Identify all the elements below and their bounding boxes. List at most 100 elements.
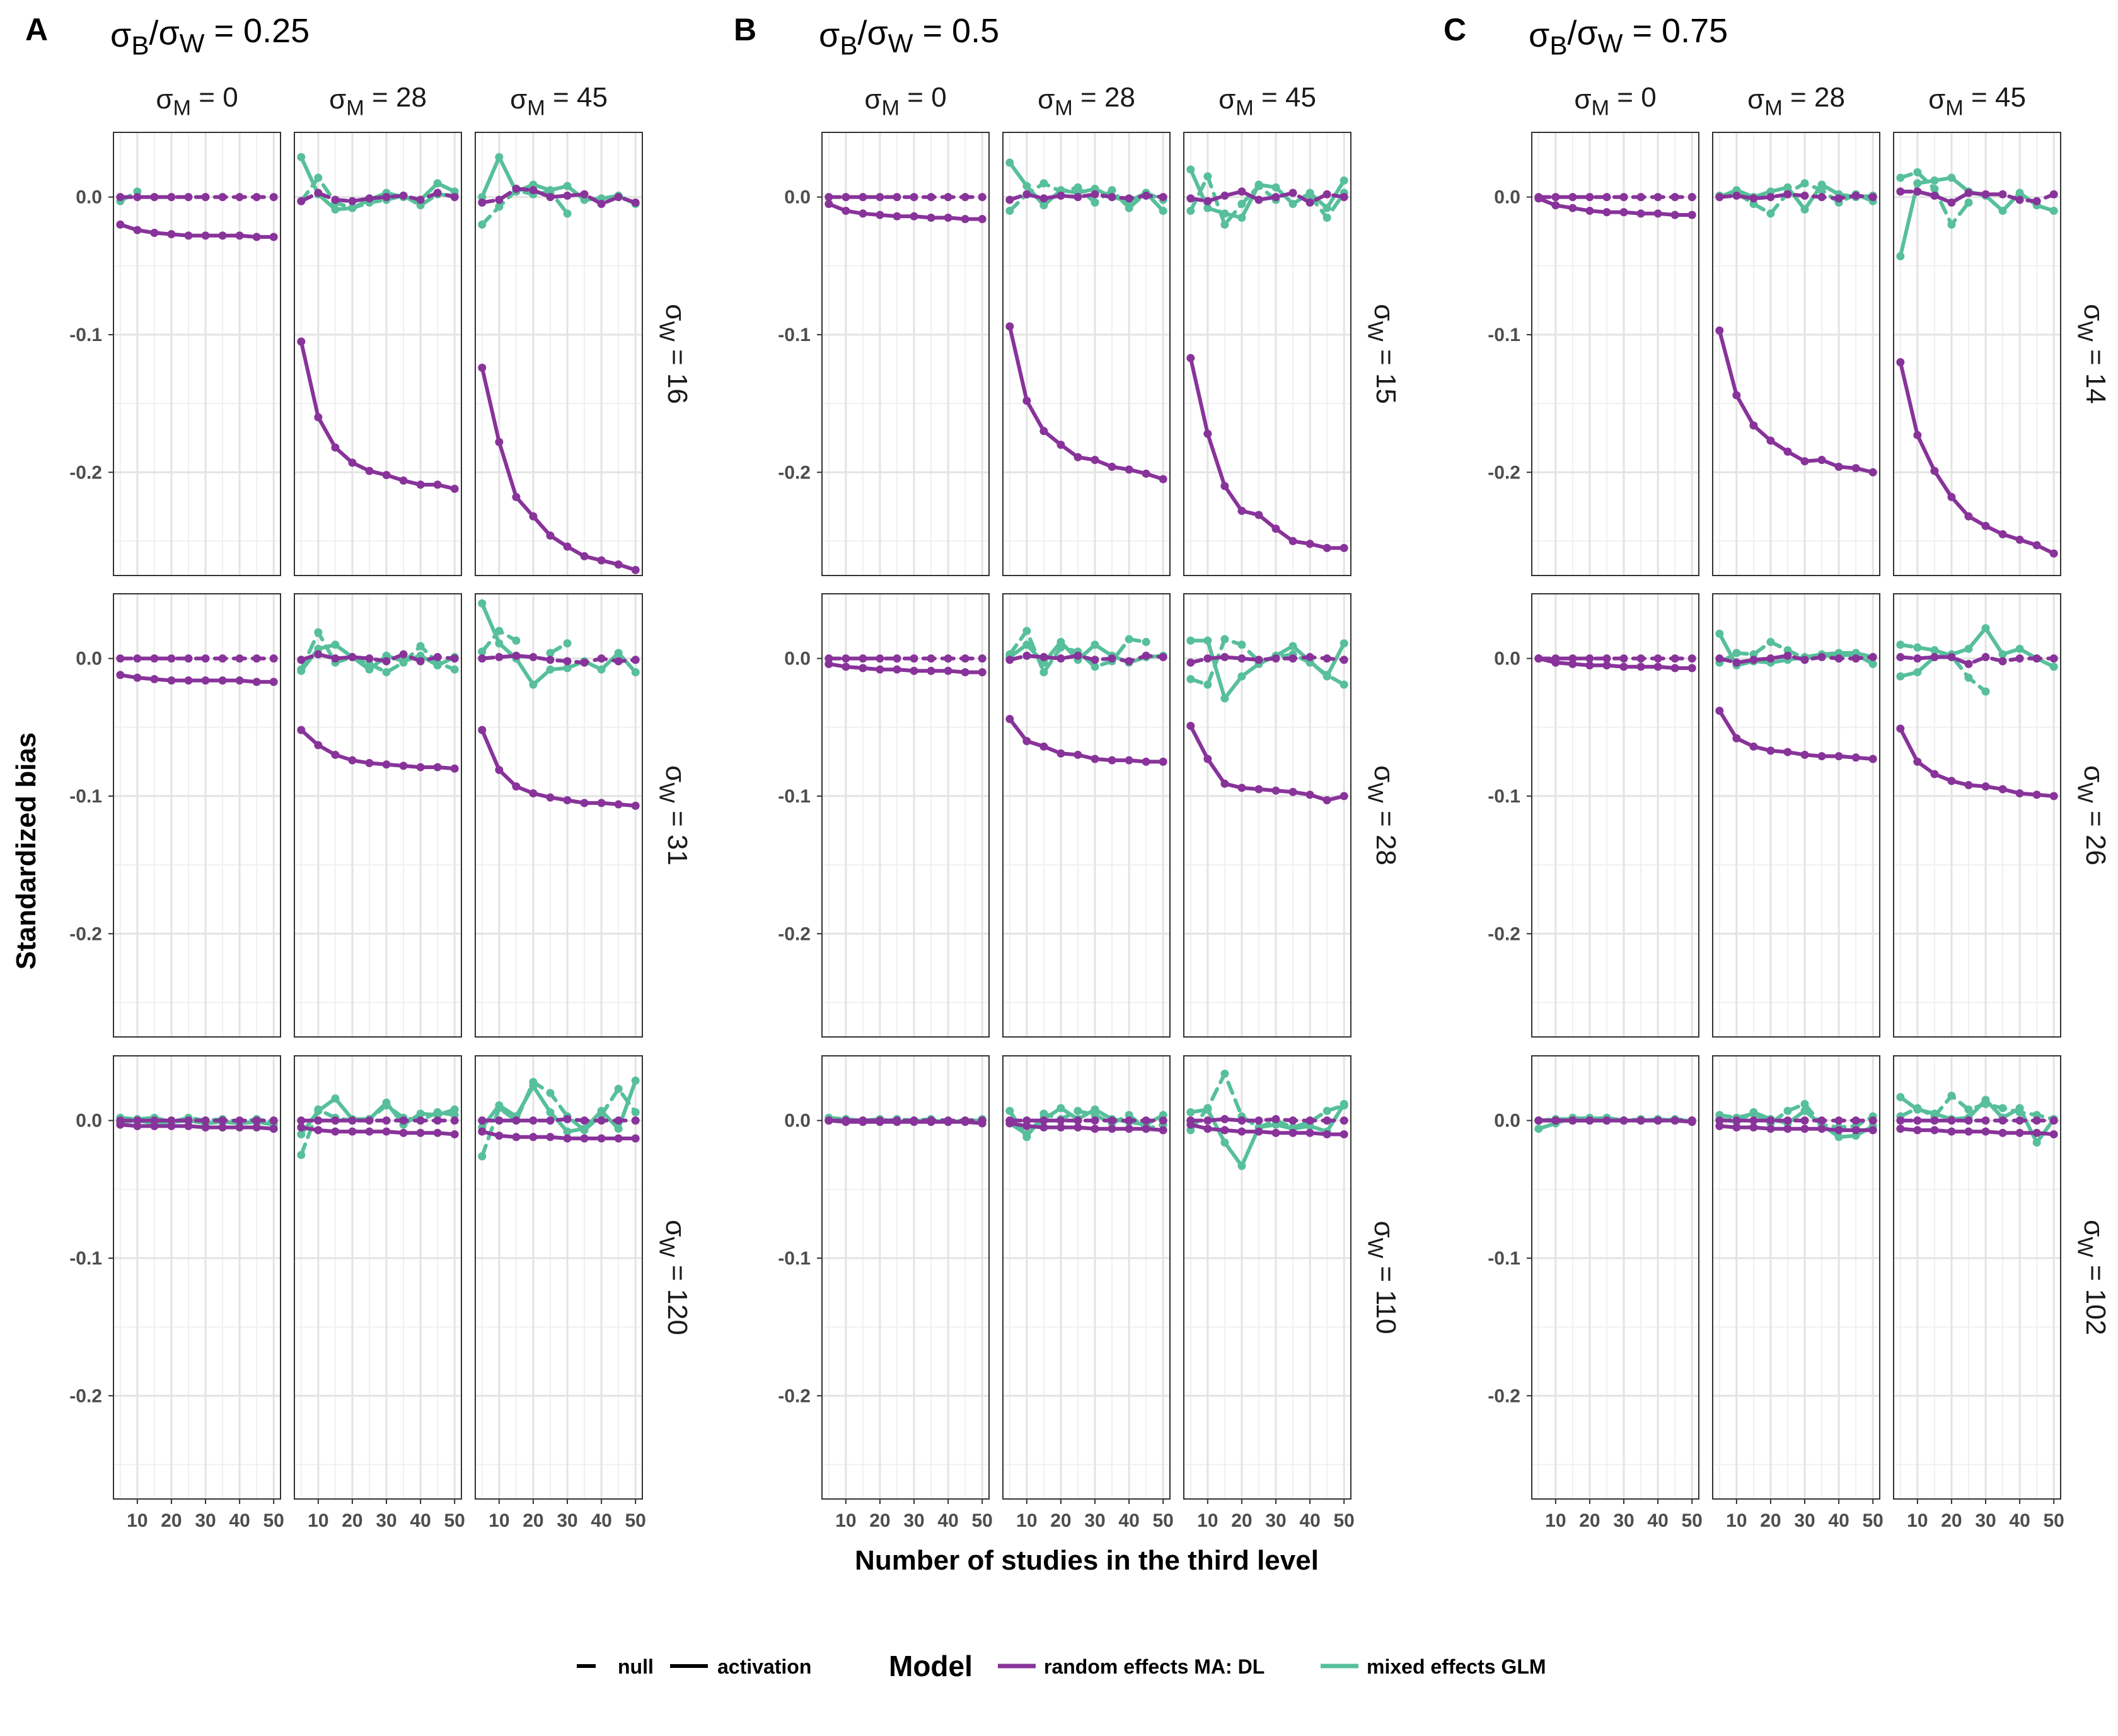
- ma-activation-point: [235, 231, 244, 240]
- ma-null-point: [1834, 194, 1843, 203]
- facet-panel: [1712, 132, 1880, 576]
- ma-activation-line: [1188, 724, 1346, 802]
- label-part: σ: [867, 14, 888, 52]
- ma-activation-point: [825, 200, 833, 209]
- glm-null-point: [1056, 643, 1065, 652]
- ma-activation-point: [859, 664, 867, 673]
- y-tick-label: 0.0: [76, 187, 102, 208]
- x-tick-label: 50: [444, 1510, 465, 1531]
- glm-null-point: [1125, 204, 1133, 212]
- ma-activation-point: [1220, 482, 1229, 490]
- row-strip-label: σW = 26: [2073, 765, 2111, 865]
- label-part: σ: [1369, 765, 1399, 782]
- ma-null-line: [1007, 192, 1166, 202]
- x-tick-label: 20: [1760, 1510, 1781, 1531]
- y-tick-label: -0.2: [1488, 462, 1520, 483]
- ma-activation-point: [1203, 429, 1212, 438]
- ma-null-point: [1322, 1116, 1331, 1125]
- ma-activation-point: [1186, 722, 1195, 731]
- ma-null-point: [1254, 195, 1263, 204]
- ma-activation-point: [150, 228, 159, 237]
- ma-null-line: [480, 187, 638, 206]
- ma-null-point: [416, 1116, 425, 1125]
- ma-null-point: [2015, 654, 2024, 663]
- ma-null-point: [1800, 656, 1809, 664]
- label-part: = 0.75: [1623, 12, 1728, 50]
- ma-null-point: [1091, 1116, 1099, 1125]
- glm-activation-point: [2049, 206, 2058, 215]
- panel-border: [1712, 593, 1880, 1038]
- label-part: = 31: [662, 803, 693, 865]
- glm-null-point: [382, 668, 391, 676]
- ma-activation-point: [1108, 756, 1116, 765]
- ma-null-point: [546, 656, 555, 664]
- glm-null-point: [1913, 1104, 1922, 1113]
- label-part: σ: [156, 84, 173, 115]
- ma-activation-point: [1091, 456, 1099, 465]
- ma-null-point: [842, 654, 850, 663]
- ma-null-point: [478, 1116, 487, 1125]
- glm-activation-point: [1203, 204, 1212, 212]
- x-tick-label: 20: [1579, 1510, 1600, 1531]
- glm-null-point: [580, 1126, 589, 1135]
- y-tick-label: 0.0: [1494, 187, 1520, 208]
- ma-activation-point: [1039, 1123, 1048, 1132]
- ma-null-point: [1159, 1116, 1167, 1125]
- glm-null-point: [1964, 673, 1973, 682]
- ma-null-point: [218, 654, 227, 663]
- glm-activation-point: [1998, 650, 2007, 659]
- glm-null-point: [1125, 635, 1133, 644]
- ma-activation-point: [478, 363, 487, 372]
- x-tick-label: 20: [1050, 1510, 1071, 1531]
- panel-border: [294, 1055, 462, 1500]
- ma-null-point: [546, 193, 555, 202]
- ma-activation-point: [1851, 1126, 1860, 1135]
- glm-activation-point: [563, 1127, 572, 1136]
- panel-border: [1893, 132, 2061, 576]
- ma-null-point: [1108, 1116, 1116, 1125]
- ma-activation-point: [1998, 530, 2007, 539]
- ma-null-point: [1237, 1116, 1246, 1125]
- ma-activation-point: [2032, 541, 2041, 550]
- ma-null-point: [314, 1116, 323, 1125]
- ma-null-point: [1203, 197, 1212, 205]
- ma-null-point: [1896, 652, 1905, 661]
- label-part: = 45: [1254, 82, 1316, 113]
- glm-null-point: [433, 1108, 442, 1117]
- ma-activation-line: [1717, 709, 1875, 761]
- ma-activation-point: [614, 560, 623, 569]
- ma-null-point: [399, 1116, 408, 1125]
- ma-null-point: [297, 197, 306, 205]
- ma-activation-point: [218, 231, 227, 240]
- ma-null-point: [1022, 1116, 1031, 1125]
- x-tick-label: 30: [557, 1510, 577, 1531]
- ma-activation-point: [1022, 737, 1031, 746]
- ma-null-point: [563, 191, 572, 200]
- ma-activation-point: [1237, 506, 1246, 515]
- ma-activation-point: [1732, 391, 1741, 400]
- glm-null-point: [314, 173, 323, 182]
- ma-null-point: [1220, 191, 1229, 200]
- y-tick-label: -0.2: [1488, 923, 1520, 944]
- ma-activation-point: [1091, 755, 1099, 763]
- ma-activation-point: [1142, 469, 1150, 478]
- ma-null-point: [859, 1116, 867, 1125]
- ma-activation-line: [1007, 324, 1166, 482]
- ma-activation-point: [1851, 464, 1860, 473]
- ma-null-point: [1766, 1116, 1775, 1125]
- ma-null-line: [1898, 655, 2056, 666]
- ma-activation-point: [478, 1127, 487, 1136]
- glm-activation-point: [495, 153, 504, 161]
- ma-null-point: [1340, 656, 1348, 664]
- ma-null-point: [1305, 1116, 1314, 1125]
- glm-activation-point: [1322, 204, 1331, 212]
- glm-null-point: [1800, 179, 1809, 188]
- glm-null-point: [563, 639, 572, 648]
- ma-activation-line: [1717, 328, 1875, 475]
- x-tick-label: 10: [127, 1510, 148, 1531]
- label-part: W: [1363, 1238, 1387, 1259]
- facet-panel: [1893, 593, 2061, 1038]
- ma-null-point: [1073, 1116, 1082, 1125]
- glm-activation-point: [1022, 182, 1031, 190]
- ma-null-point: [1817, 193, 1826, 202]
